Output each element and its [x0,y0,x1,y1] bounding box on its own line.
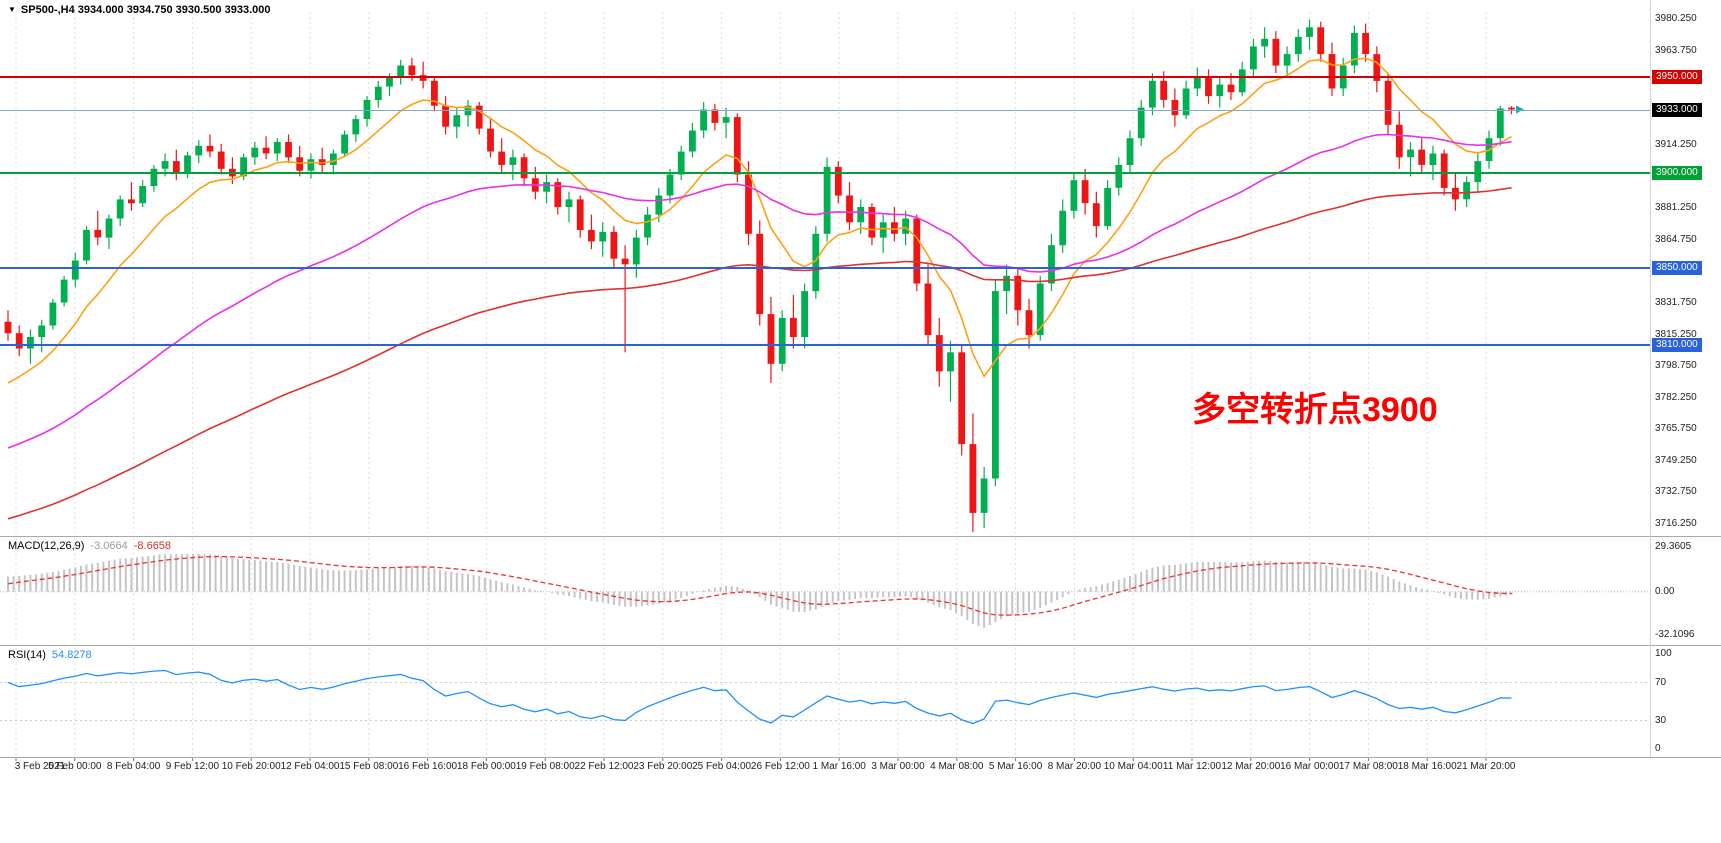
macd-pane-title: MACD(12,26,9) -3.0664 -8.6658 [8,540,177,552]
macd-title: MACD(12,26,9) [8,540,85,552]
rsi-pane-title: RSI(14) 54.8278 [8,649,98,661]
macd-main-value: -3.0664 [90,540,128,552]
chart-title-bar: ▼ SP500-,H4 3934.000 3934.750 3930.500 39… [8,4,270,16]
price-axis-border [1650,0,1651,757]
chart-title: SP500-,H4 3934.000 3934.750 3930.500 393… [20,4,271,16]
rsi-pane [0,669,1650,725]
rsi-value: 54.8278 [51,649,92,661]
macd-signal-value: -8.6658 [133,540,172,552]
current-price-marker [1516,105,1524,114]
grid-layer [15,12,1487,761]
ma-lines-layer [7,57,1512,520]
candles-layer [4,19,1515,532]
marker-layer [1516,105,1524,114]
rsi-title: RSI(14) [8,649,46,661]
chart-text-annotation[interactable]: 多空转折点3900 [1192,391,1438,429]
panel-separator-macd [0,536,1721,537]
chart-menu-icon[interactable]: ▼ [8,5,16,14]
macd-pane [0,553,1650,629]
panel-separator-rsi [0,645,1721,646]
panel-separator-timeaxis [0,757,1721,758]
